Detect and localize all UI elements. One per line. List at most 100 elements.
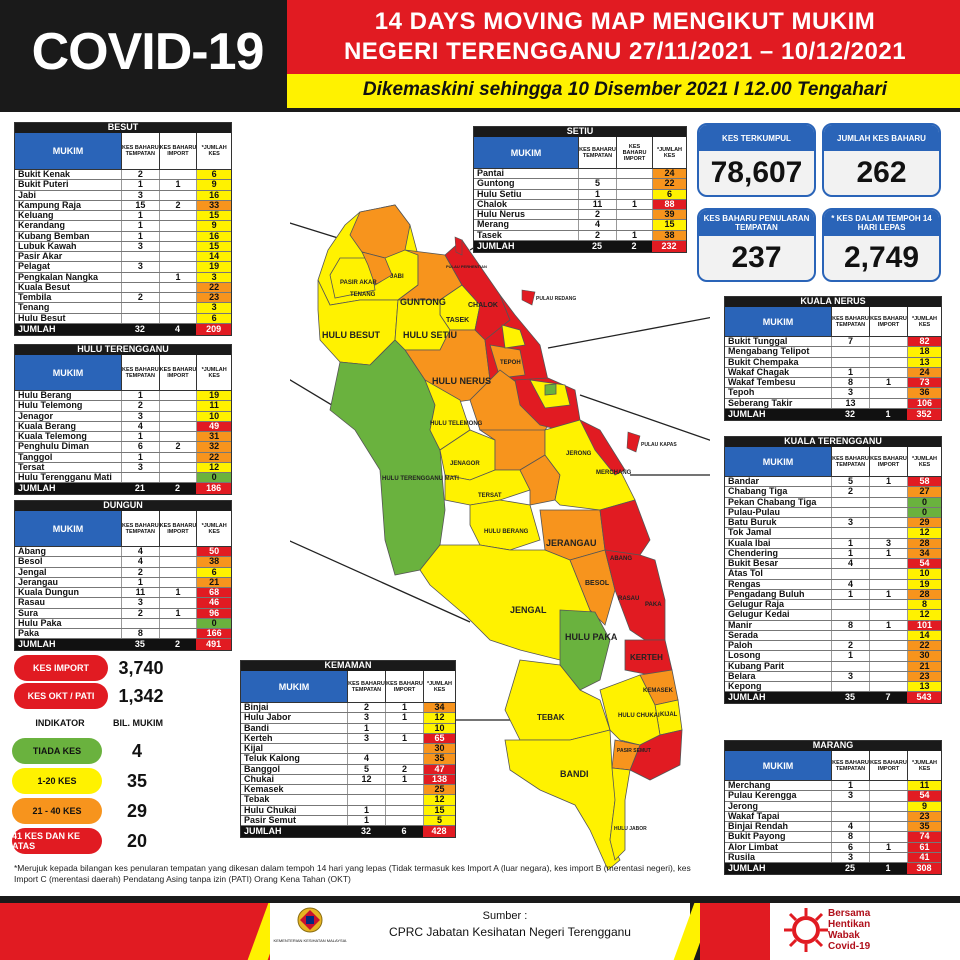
total-label: JUMLAH	[728, 692, 766, 703]
cell-jumlah: 15	[423, 805, 455, 815]
cell-import	[158, 262, 197, 272]
table-row: Bukit Payong 8 74	[725, 832, 941, 843]
table-row: Hulu Terengganu Mati 0	[15, 473, 231, 484]
kes-import-value: 3,740	[112, 655, 170, 681]
cell-import	[869, 832, 907, 842]
cell-mukim: Chalok	[477, 199, 508, 209]
cell-tempatan	[121, 313, 159, 323]
cell-tempatan: 8	[831, 832, 869, 842]
cell-import	[869, 671, 907, 681]
cell-mukim: Binjai	[244, 703, 269, 712]
total-tempatan: 25	[591, 240, 602, 251]
kes-okt-label: KES OKT / PATI	[14, 683, 108, 709]
cell-mukim: Kerteh	[244, 733, 273, 743]
cell-mukim: Bandi	[244, 723, 270, 733]
cell-tempatan: 1	[347, 805, 385, 815]
col-mukim: MUKIM	[725, 751, 831, 780]
cell-tempatan	[121, 303, 159, 313]
total-import: 1	[885, 863, 891, 873]
cell-tempatan	[831, 357, 869, 367]
total-tempatan: 32	[134, 323, 145, 334]
campaign-virus-icon	[784, 908, 828, 952]
total-label: JUMLAH	[18, 639, 56, 650]
map-label-hulu-berang: HULU BERANG	[484, 529, 529, 535]
cell-jumlah: 101	[907, 620, 941, 630]
cell-tempatan: 3	[347, 713, 385, 723]
table-body: Bukit Tunggal 7 82 Mengabang Telipot 18 Bukit…	[725, 337, 941, 409]
cell-mukim: Tebak	[244, 795, 270, 805]
table-row: Alor Limbat 6 1 61	[725, 842, 941, 853]
cell-import	[158, 190, 197, 200]
stat-label: KES BAHARU PENULARAN TEMPATAN	[699, 210, 814, 236]
footer-source-panel	[270, 903, 690, 960]
cell-jumlah: 96	[196, 608, 231, 618]
table-row: Kuala Telemong 1 31	[15, 432, 231, 443]
table-row: Paloh 2 22	[725, 641, 941, 652]
cell-tempatan: 3	[347, 733, 385, 743]
cell-tempatan	[831, 682, 869, 692]
legend-item-label: 1-20 KES	[12, 768, 102, 794]
cell-mukim: Tembila	[18, 293, 52, 302]
cell-jumlah: 12	[423, 713, 455, 723]
cell-tempatan: 2	[121, 293, 159, 303]
table-row: Hulu Setiu 1 6	[474, 189, 686, 200]
map-label-tepoh: TEPOH	[500, 360, 521, 366]
cell-jumlah: 68	[196, 588, 231, 598]
cell-import	[869, 651, 907, 661]
cell-import	[158, 629, 197, 639]
cell-import	[869, 487, 907, 497]
map-region-kt-green	[544, 383, 557, 396]
kes-import-label: KES IMPORT	[14, 655, 108, 681]
legend-item-count: 4	[112, 738, 162, 764]
cell-tempatan: 1	[831, 781, 869, 791]
cell-mukim: Pulau-Pulau	[728, 507, 781, 517]
table-row: Bukit Chempaka 13	[725, 357, 941, 368]
cell-jumlah: 0	[196, 618, 231, 628]
cell-import	[158, 293, 197, 303]
cell-tempatan	[831, 497, 869, 507]
total-label: JUMLAH	[244, 826, 282, 836]
cell-jumlah: 22	[196, 282, 231, 292]
cell-import	[158, 411, 197, 421]
legend-item-count: 35	[112, 768, 162, 794]
total-import: 1	[885, 408, 891, 419]
cell-tempatan: 11	[121, 588, 159, 598]
cell-jumlah: 22	[652, 179, 686, 189]
cell-import	[158, 473, 197, 483]
cell-mukim: Keluang	[18, 211, 54, 220]
table-kuala-terengganu: KUALA TERENGGANU MUKIM KES BAHARU TEMPAT…	[724, 436, 942, 705]
cell-jumlah: 12	[907, 528, 941, 538]
cell-mukim: Chukai	[244, 774, 275, 784]
cell-mukim: Banggol	[244, 764, 280, 774]
table-title: HULU TERENGGANU	[15, 345, 231, 355]
cell-tempatan: 1	[121, 432, 159, 442]
cell-mukim: Merchang	[728, 781, 771, 790]
cell-tempatan	[831, 811, 869, 821]
cell-jumlah: 15	[652, 220, 686, 230]
table-row: Hulu Paka 0	[15, 618, 231, 629]
cell-mukim: Rusila	[728, 852, 756, 862]
table-row: Belara 3 23	[725, 671, 941, 682]
table-header: MUKIM KES BAHARU TEMPATAN KES BAHARU IMP…	[725, 307, 941, 337]
cell-tempatan: 8	[831, 620, 869, 630]
source-text: CPRC Jabatan Kesihatan Negeri Terengganu	[389, 925, 631, 939]
cell-jumlah: 19	[196, 262, 231, 272]
cell-tempatan	[121, 282, 159, 292]
table-header: MUKIM KES BAHARU TEMPATAN KES BAHARU IMP…	[15, 511, 231, 547]
cell-jumlah: 30	[907, 651, 941, 661]
cell-mukim: Kerandang	[18, 221, 66, 231]
total-label: JUMLAH	[728, 863, 766, 873]
cell-mukim: Belara	[728, 671, 756, 681]
campaign-line-2: Hentikan	[828, 919, 871, 930]
cell-tempatan: 3	[121, 598, 159, 608]
cell-mukim: Tanggol	[18, 452, 53, 462]
cell-tempatan: 8	[831, 378, 869, 388]
total-tempatan: 32	[844, 408, 855, 419]
table-row: Bukit Puteri 1 1 9	[15, 180, 231, 191]
cell-tempatan: 5	[578, 179, 616, 189]
cell-jumlah: 0	[907, 497, 941, 507]
cell-tempatan: 2	[831, 641, 869, 651]
cell-jumlah: 12	[423, 795, 455, 805]
cell-tempatan	[831, 610, 869, 620]
cell-import	[869, 337, 907, 347]
